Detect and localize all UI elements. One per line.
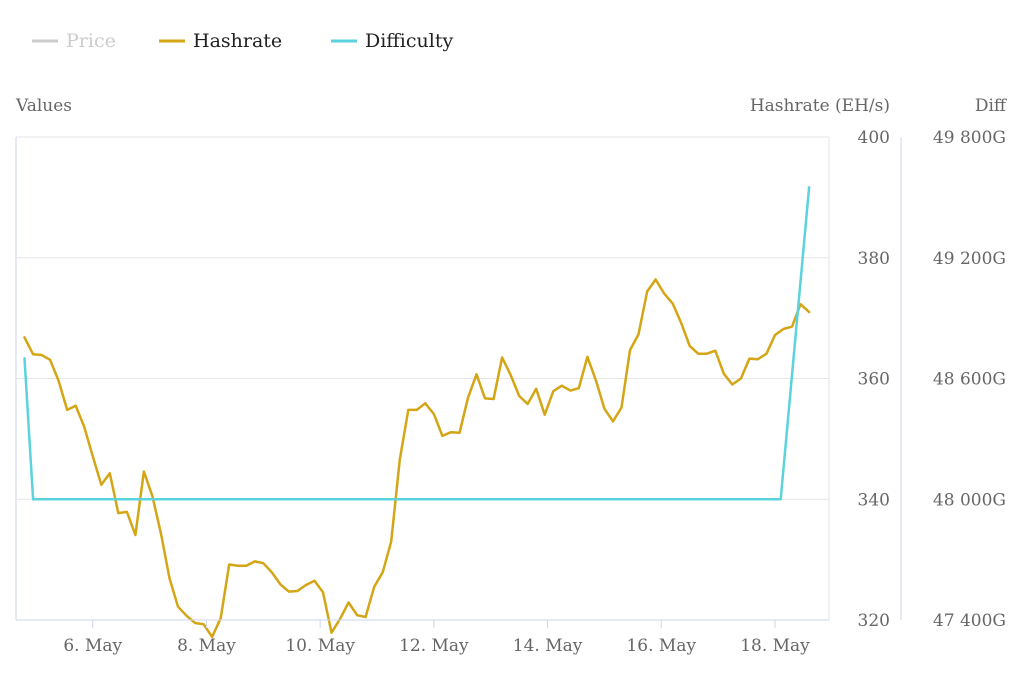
x-tick-label: 6. May [63, 636, 122, 656]
legend-hashrate-label: Hashrate [193, 30, 282, 52]
hashrate-axis-title: Hashrate (EH/s) [750, 96, 890, 116]
difficulty-tick-label: 48 000G [933, 490, 1006, 510]
hashrate-tick-label: 360 [858, 370, 890, 390]
difficulty-tick-label: 48 600G [933, 370, 1006, 390]
x-tick-label: 12. May [399, 636, 469, 656]
hashrate-tick-label: 400 [858, 128, 890, 148]
hashrate-tick-label: 380 [858, 249, 890, 269]
x-tick-label: 10. May [285, 636, 355, 656]
legend-item-price[interactable]: Price [32, 30, 116, 52]
hashrate-tick-label: 340 [858, 490, 890, 510]
legend-item-difficulty[interactable]: Difficulty [331, 30, 453, 52]
series-layer [23, 186, 811, 639]
difficulty-tick-labels: 47 400G 48 000G 48 600G 49 200G 49 800G [933, 128, 1006, 631]
x-tick-labels: 6. May 8. May 10. May 12. May 14. May 16. May… [63, 620, 810, 656]
legend-price-label: Price [66, 30, 116, 52]
grid [16, 136, 829, 621]
x-tick-label: 18. May [740, 636, 810, 656]
hashrate-tick-labels: 320 340 360 380 400 [858, 128, 890, 631]
left-axis-title: Values [15, 96, 72, 116]
difficulty-tick-label: 47 400G [933, 611, 1006, 631]
x-tick-label: 16. May [626, 636, 696, 656]
series-line-hashrate[interactable] [23, 278, 811, 639]
difficulty-axis-title: Diff [975, 96, 1008, 116]
difficulty-tick-label: 49 200G [933, 249, 1006, 269]
legend-item-hashrate[interactable]: Hashrate [159, 30, 282, 52]
hashrate-tick-label: 320 [858, 611, 890, 631]
legend[interactable]: Price Hashrate Difficulty [32, 30, 453, 52]
difficulty-tick-label: 49 800G [933, 128, 1006, 148]
legend-difficulty-label: Difficulty [365, 30, 453, 52]
x-tick-label: 14. May [513, 636, 583, 656]
x-tick-label: 8. May [177, 636, 236, 656]
series-line-difficulty[interactable] [23, 186, 811, 501]
